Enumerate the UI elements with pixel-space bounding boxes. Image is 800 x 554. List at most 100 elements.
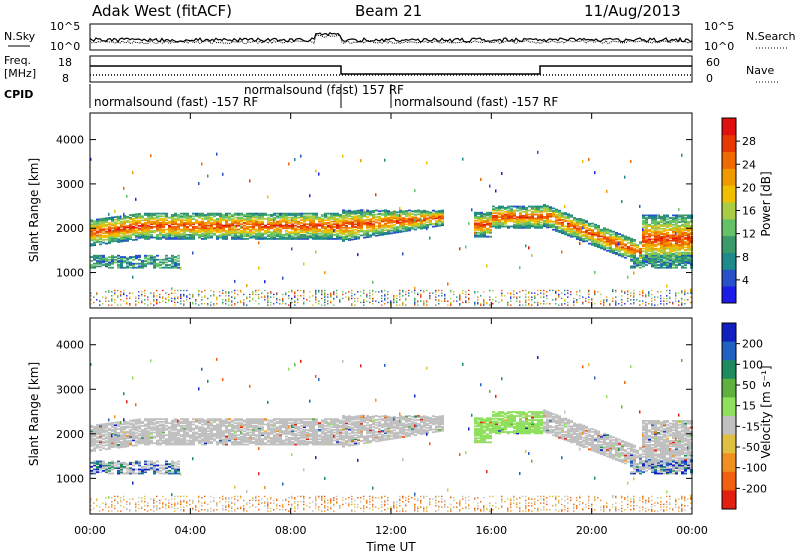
power-cell — [669, 246, 672, 249]
power-cell — [345, 292, 347, 294]
power-cell — [633, 257, 636, 260]
power-cell — [156, 299, 158, 301]
power-cell — [657, 253, 660, 255]
power-cell — [288, 219, 290, 223]
power-cell — [237, 214, 240, 216]
power-cell — [615, 253, 618, 256]
power-cell — [222, 228, 225, 231]
power-cell — [108, 218, 111, 221]
power-cell — [105, 238, 108, 241]
power-cell — [363, 219, 366, 222]
power-cell — [687, 239, 690, 242]
power-cell — [438, 303, 440, 305]
power-cell — [162, 218, 165, 220]
power-cell — [579, 295, 581, 297]
power-cell — [150, 218, 153, 220]
velocity-cell — [132, 498, 134, 500]
power-cell — [438, 215, 441, 218]
velocity-cell — [135, 429, 138, 432]
velocity-cell — [141, 430, 144, 433]
velocity-cell — [90, 434, 93, 437]
power-cell — [384, 225, 387, 228]
power-cell — [177, 296, 179, 298]
power-cell — [639, 266, 642, 269]
velocity-cell — [129, 423, 132, 426]
power-cell — [381, 233, 384, 236]
power-cell — [264, 236, 267, 239]
velocity-cell — [153, 467, 156, 470]
power-cell — [186, 214, 189, 216]
power-cell — [246, 232, 249, 235]
power-cell — [144, 226, 147, 228]
power-cell — [231, 227, 234, 230]
power-cell — [201, 212, 204, 215]
power-cell — [480, 221, 483, 223]
power-cell — [210, 304, 212, 306]
power-cell — [333, 304, 335, 306]
power-cell — [405, 212, 408, 215]
power-cell — [420, 223, 423, 226]
power-cell — [282, 215, 285, 218]
velocity-cell — [96, 505, 98, 507]
power-cell — [438, 212, 441, 215]
power-cell — [438, 210, 441, 212]
power-cell — [165, 261, 168, 264]
power-cell — [294, 233, 297, 236]
power-cell — [681, 254, 684, 257]
power-cell — [474, 225, 477, 227]
power-cell — [171, 220, 174, 223]
power-cell — [648, 247, 651, 250]
power-cell — [207, 233, 210, 236]
power-cell — [414, 297, 416, 300]
velocity-cell — [123, 495, 125, 498]
power-cell — [141, 266, 144, 269]
power-cell — [429, 222, 432, 225]
power-cell — [588, 228, 591, 230]
power-cell — [264, 214, 267, 216]
power-cell — [645, 243, 648, 246]
velocity-cell — [120, 435, 123, 438]
power-cell — [174, 215, 177, 218]
power-cell — [375, 225, 378, 228]
power-cell — [633, 240, 636, 243]
power-cell — [357, 236, 360, 239]
power-cell — [474, 222, 477, 225]
power-cell — [342, 154, 344, 158]
power-cell — [378, 223, 381, 226]
power-cell — [96, 262, 99, 265]
power-cell — [198, 295, 200, 297]
power-cell — [162, 297, 164, 300]
power-cell — [129, 303, 131, 305]
power-cell — [99, 222, 102, 224]
velocity-cell — [138, 503, 140, 506]
power-cell — [360, 229, 363, 231]
power-cell — [489, 222, 492, 225]
power-cell — [618, 254, 621, 257]
power-cell — [495, 209, 498, 212]
velocity-cell — [105, 463, 108, 466]
power-cell — [255, 232, 258, 235]
velocity-cell — [126, 426, 129, 429]
power-cell — [186, 212, 189, 215]
velocity-cell — [102, 464, 105, 467]
power-cell — [519, 206, 522, 209]
power-cell — [441, 217, 444, 220]
velocity-cell — [123, 441, 126, 444]
power-cell — [399, 209, 402, 212]
power-cell — [150, 226, 153, 228]
power-cell — [357, 229, 360, 232]
velocity-cell — [111, 465, 114, 468]
power-cell — [657, 257, 660, 260]
power-cell — [192, 218, 195, 220]
power-cell — [219, 295, 221, 297]
power-cell — [99, 224, 102, 227]
power-cell — [528, 209, 531, 212]
power-cell — [624, 248, 627, 251]
power-cell — [423, 303, 425, 305]
power-cell — [246, 222, 249, 224]
power-cell — [90, 228, 93, 231]
power-cell — [276, 297, 278, 300]
power-cell — [654, 227, 657, 230]
power-cell — [105, 228, 108, 230]
power-cell — [411, 222, 414, 225]
